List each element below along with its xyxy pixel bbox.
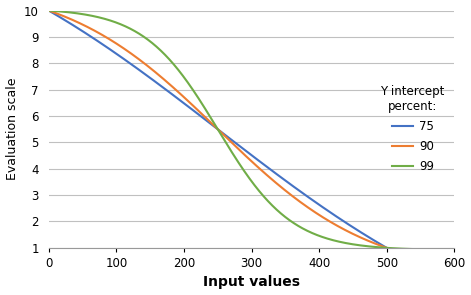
- 90: [232, 144, 238, 148]
- 99: [439, 248, 445, 252]
- 90: [365, 239, 371, 242]
- 99: [232, 156, 238, 159]
- Line: 90: 90: [49, 11, 455, 264]
- 90: [243, 154, 249, 158]
- Line: 99: 99: [49, 11, 455, 250]
- 99: [365, 245, 371, 248]
- X-axis label: Input values: Input values: [203, 276, 300, 289]
- 75: [46, 9, 51, 12]
- Y-axis label: Evaluation scale: Evaluation scale: [6, 78, 18, 181]
- 99: [46, 9, 51, 12]
- 75: [66, 21, 72, 25]
- 75: [243, 149, 249, 153]
- 75: [232, 141, 238, 145]
- 90: [46, 9, 51, 12]
- 90: [440, 260, 446, 264]
- Legend: 75, 90, 99: 75, 90, 99: [377, 81, 448, 177]
- 90: [439, 260, 445, 264]
- 90: [452, 263, 457, 266]
- 75: [439, 275, 445, 279]
- 75: [365, 235, 371, 239]
- 99: [66, 11, 72, 14]
- 75: [440, 276, 446, 279]
- 99: [452, 248, 457, 252]
- 99: [440, 248, 446, 252]
- 90: [66, 17, 72, 20]
- 75: [452, 281, 457, 284]
- Line: 75: 75: [49, 11, 455, 283]
- 99: [243, 172, 249, 175]
